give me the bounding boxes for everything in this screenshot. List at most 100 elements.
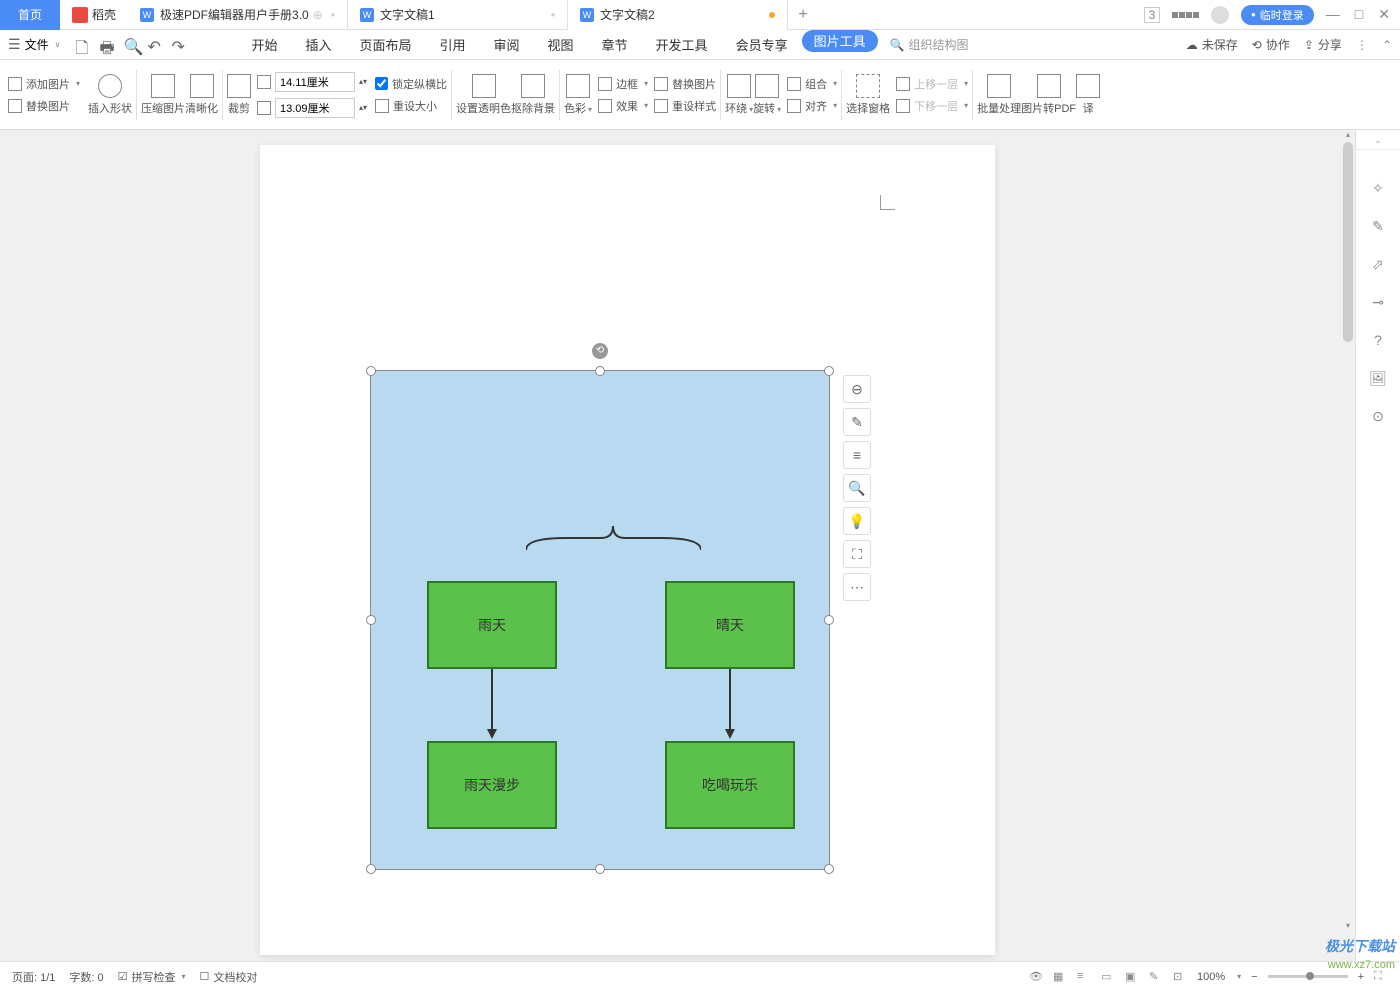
fullscreen-icon[interactable]: ⛶ [1374, 970, 1388, 984]
tab-close-icon[interactable]: • [551, 8, 555, 22]
more-button[interactable]: ⋯ [843, 573, 871, 601]
vertical-scrollbar[interactable]: ▴ ▾ [1341, 130, 1355, 961]
width-input[interactable] [275, 72, 355, 92]
menu-tab-member[interactable]: 会员专享 [722, 30, 802, 60]
move-down-button[interactable]: 下移一层▾ [896, 98, 968, 114]
menu-tab-chapter[interactable]: 章节 [588, 30, 642, 60]
wrap-button[interactable]: 环绕▾ [725, 74, 753, 116]
resize-handle-tm[interactable] [595, 366, 605, 376]
collapse-ribbon-icon[interactable]: ⌃ [1382, 38, 1392, 52]
print-icon[interactable]: 🖶 [99, 37, 115, 53]
menu-tab-view[interactable]: 视图 [534, 30, 588, 60]
replace-img-button[interactable]: 替换图片 [654, 76, 716, 92]
resize-handle-tr[interactable] [824, 366, 834, 376]
spellcheck-button[interactable]: ☑拼写检查▾ [118, 969, 186, 985]
crop-button[interactable]: 裁剪 [227, 74, 251, 116]
share-button[interactable]: ⇪分享 [1304, 36, 1342, 53]
outline-icon[interactable]: ≡ [1077, 970, 1091, 984]
settings-icon[interactable]: ⊸ [1369, 294, 1387, 312]
menu-tab-dev[interactable]: 开发工具 [642, 30, 722, 60]
resize-handle-mr[interactable] [824, 615, 834, 625]
idea-button[interactable]: 💡 [843, 507, 871, 535]
file-menu[interactable]: ☰文件∨ [8, 36, 60, 53]
height-input[interactable] [275, 98, 355, 118]
draft-icon[interactable]: ✎ [1149, 970, 1163, 984]
resize-handle-bl[interactable] [366, 864, 376, 874]
crop-button[interactable]: ⛶ [843, 540, 871, 568]
redo-icon[interactable]: ↷ [171, 37, 187, 53]
more-icon[interactable]: ⋮ [1356, 38, 1368, 52]
pen-icon[interactable]: ✎ [1369, 218, 1387, 236]
resize-handle-bm[interactable] [595, 864, 605, 874]
tab-doc-2[interactable]: W文字文稿1• [348, 0, 568, 30]
login-button[interactable]: 临时登录 [1241, 5, 1314, 25]
resize-handle-tl[interactable] [366, 366, 376, 376]
edit-button[interactable]: ✎ [843, 408, 871, 436]
tab-shell[interactable]: 稻壳 [60, 0, 128, 30]
scroll-up-icon[interactable]: ▴ [1343, 130, 1353, 140]
remove-bg-button[interactable]: 抠除背景 [511, 74, 555, 116]
collab-button[interactable]: ⟲协作 [1252, 36, 1290, 53]
add-image-button[interactable]: 添加图片▾ [8, 76, 80, 92]
replace-image-button[interactable]: 替换图片 [8, 98, 80, 114]
menu-tab-reference[interactable]: 引用 [425, 30, 479, 60]
tab-count-badge[interactable]: 3 [1144, 7, 1160, 23]
menu-tab-insert[interactable]: 插入 [291, 30, 345, 60]
maximize-button[interactable]: □ [1355, 6, 1363, 23]
new-tab-button[interactable]: + [788, 6, 818, 24]
style-icon[interactable]: ✧ [1369, 180, 1387, 198]
zoom-level[interactable]: 100% [1197, 971, 1225, 983]
border-button[interactable]: 边框▾ [598, 76, 648, 92]
scroll-thumb[interactable] [1343, 142, 1353, 342]
page-indicator[interactable]: 页面: 1/1 [12, 969, 55, 985]
unsaved-indicator[interactable]: ☁未保存 [1186, 36, 1238, 53]
checkbox[interactable] [375, 77, 388, 90]
app-grid-icon[interactable] [1172, 12, 1199, 18]
avatar[interactable] [1211, 6, 1229, 24]
zoom-slider[interactable] [1268, 975, 1348, 978]
color-button[interactable]: 色彩▾ [564, 74, 592, 116]
web-icon[interactable]: ▣ [1125, 970, 1139, 984]
sharpen-button[interactable]: 清晰化 [185, 74, 218, 116]
reset-style-button[interactable]: 重设样式 [654, 98, 716, 114]
pointer-icon[interactable]: ⬀ [1369, 256, 1387, 274]
menu-tab-picture-tools[interactable]: 图片工具 [802, 30, 878, 52]
location-icon[interactable]: ⊙ [1369, 408, 1387, 426]
batch-button[interactable]: 批量处理 [977, 74, 1021, 116]
search-box[interactable]: 🔍组织结构图 [890, 36, 969, 53]
zoom-in-button[interactable]: + [1358, 971, 1364, 983]
transparency-button[interactable]: 设置透明色 [456, 74, 511, 116]
reset-size-button[interactable]: 重设大小 [375, 98, 447, 114]
insert-shape-button[interactable]: 插入形状 [88, 74, 132, 116]
minimize-button[interactable]: — [1326, 6, 1340, 23]
effect-button[interactable]: 效果▾ [598, 98, 648, 114]
eye-icon[interactable]: 👁 [1029, 970, 1043, 984]
text-button[interactable]: ≡ [843, 441, 871, 469]
tab-pin-icon[interactable]: ⊕ [313, 8, 323, 22]
collapse-icon[interactable]: ⌃ [1356, 140, 1400, 150]
move-up-button[interactable]: 上移一层▾ [896, 76, 968, 92]
proofread-button[interactable]: ☐文档校对 [200, 969, 258, 985]
fit-icon[interactable]: ⊡ [1173, 970, 1187, 984]
word-count[interactable]: 字数: 0 [69, 969, 103, 985]
help-icon[interactable]: ? [1369, 332, 1387, 350]
stepper-icon[interactable]: ▴▾ [359, 77, 367, 86]
tab-home[interactable]: 首页 [0, 0, 60, 30]
document-canvas[interactable]: ⟲ 雨天 晴天 雨天漫步 吃喝玩乐 ⊖ ✎ ≡ 🔍 💡 ⛶ ⋯ [0, 130, 1355, 961]
save-icon[interactable]: 🗋 [75, 37, 91, 53]
read-icon[interactable]: ▭ [1101, 970, 1115, 984]
tab-doc-1[interactable]: W极速PDF编辑器用户手册3.0⊕• [128, 0, 348, 30]
preview-icon[interactable]: 🔍 [123, 37, 139, 53]
lock-ratio-checkbox[interactable]: 锁定纵横比 [375, 76, 447, 92]
scroll-down-icon[interactable]: ▾ [1343, 921, 1353, 931]
tab-doc-3-active[interactable]: W文字文稿2 [568, 0, 788, 30]
zoom-out-button[interactable]: ⊖ [843, 375, 871, 403]
selected-image[interactable]: ⟲ 雨天 晴天 雨天漫步 吃喝玩乐 [370, 370, 830, 870]
close-button[interactable]: ✕ [1378, 6, 1390, 23]
menu-tab-layout[interactable]: 页面布局 [345, 30, 425, 60]
compress-button[interactable]: 压缩图片 [141, 74, 185, 116]
select-pane-button[interactable]: 选择窗格 [846, 74, 890, 116]
undo-icon[interactable]: ↶ [147, 37, 163, 53]
translate-button[interactable]: 译 [1076, 74, 1100, 116]
resize-handle-ml[interactable] [366, 615, 376, 625]
